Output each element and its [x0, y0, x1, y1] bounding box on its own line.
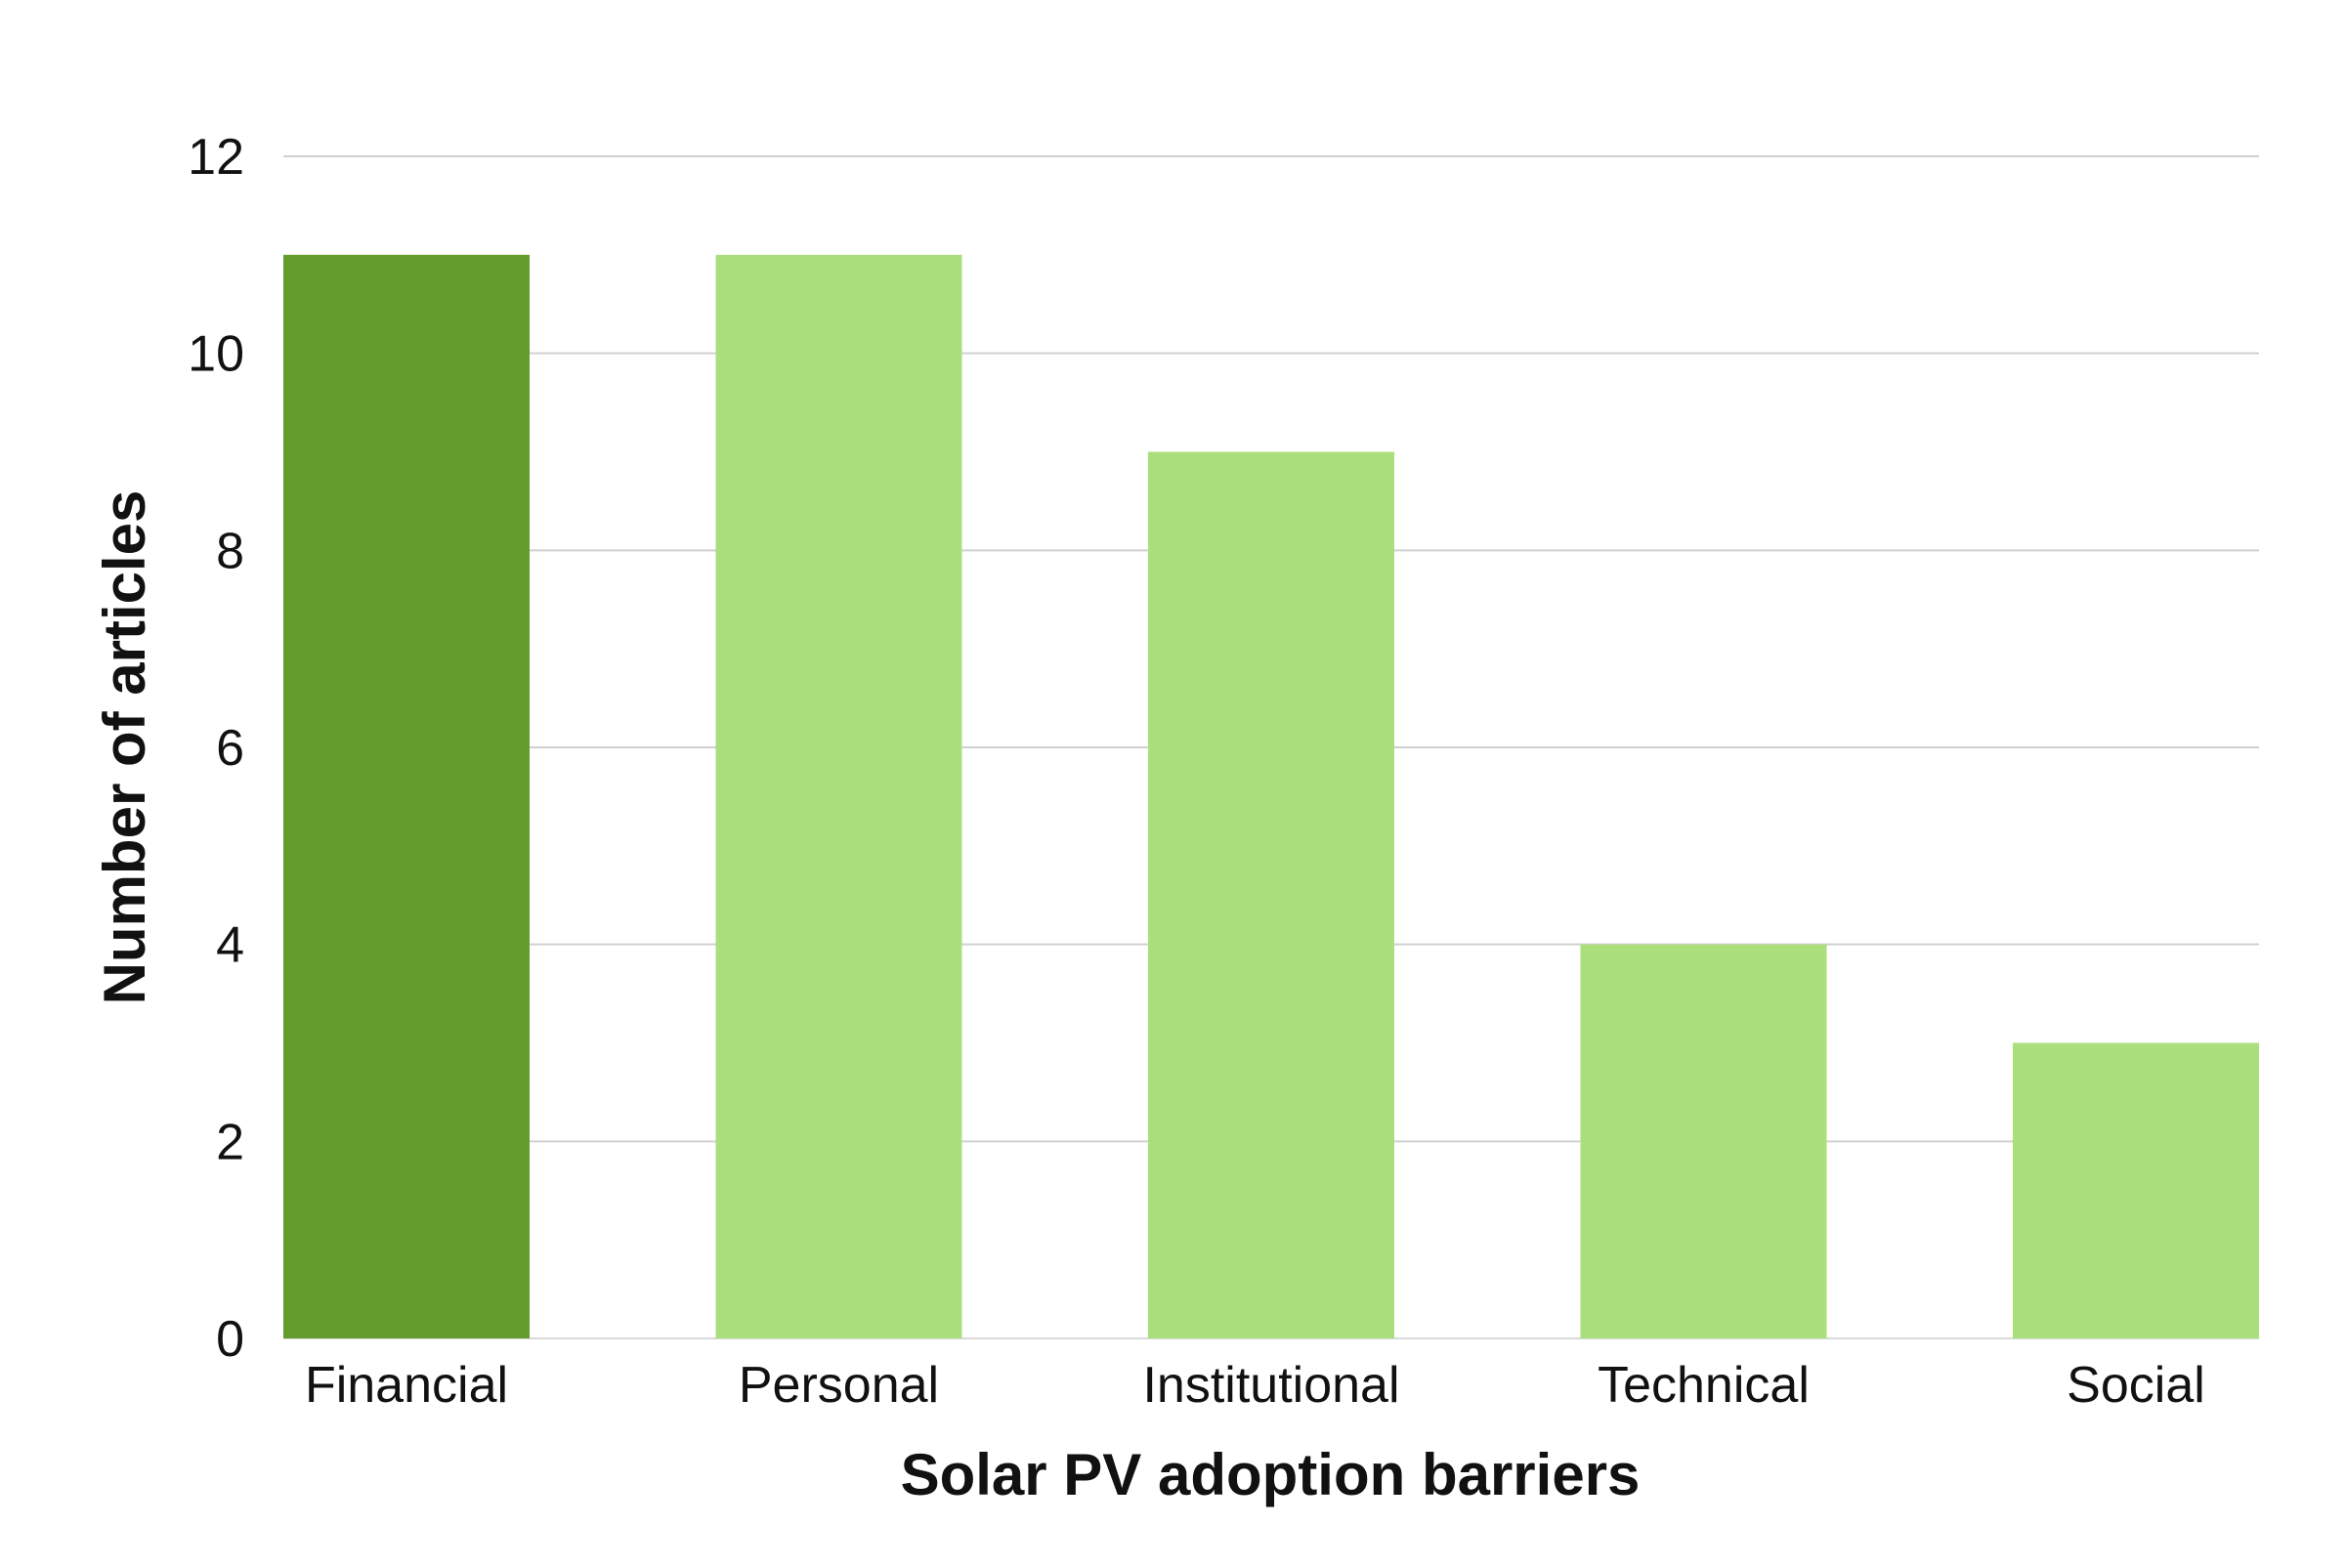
- y-axis-title: Number of articles: [92, 490, 157, 1005]
- bar-financial: [283, 254, 530, 1338]
- x-tick-label: Institutional: [1142, 1357, 1399, 1414]
- x-tick-label: Personal: [739, 1357, 939, 1414]
- y-tick-label: 6: [216, 720, 244, 777]
- bar-institutional: [1148, 451, 1394, 1338]
- y-tick-label: 0: [216, 1311, 244, 1368]
- bar-technical: [1580, 944, 1827, 1338]
- y-tick-label: 2: [216, 1114, 244, 1170]
- y-tick-label: 8: [216, 523, 244, 579]
- y-axis-ticks: 0 2 4 6 8 10 12: [188, 129, 244, 1368]
- bar-social: [2013, 1042, 2259, 1338]
- x-axis-ticks: Financial Personal Institutional Technical S…: [305, 1357, 2205, 1414]
- y-tick-label: 4: [216, 917, 244, 974]
- x-axis-title: Solar PV adoption barriers: [901, 1442, 1641, 1507]
- x-tick-label: Social: [2067, 1357, 2205, 1414]
- x-tick-label: Financial: [305, 1357, 508, 1414]
- bar-personal: [715, 254, 962, 1338]
- y-tick-label: 12: [188, 129, 244, 186]
- y-tick-label: 10: [188, 326, 244, 383]
- x-tick-label: Technical: [1598, 1357, 1810, 1414]
- bars: [283, 254, 2259, 1338]
